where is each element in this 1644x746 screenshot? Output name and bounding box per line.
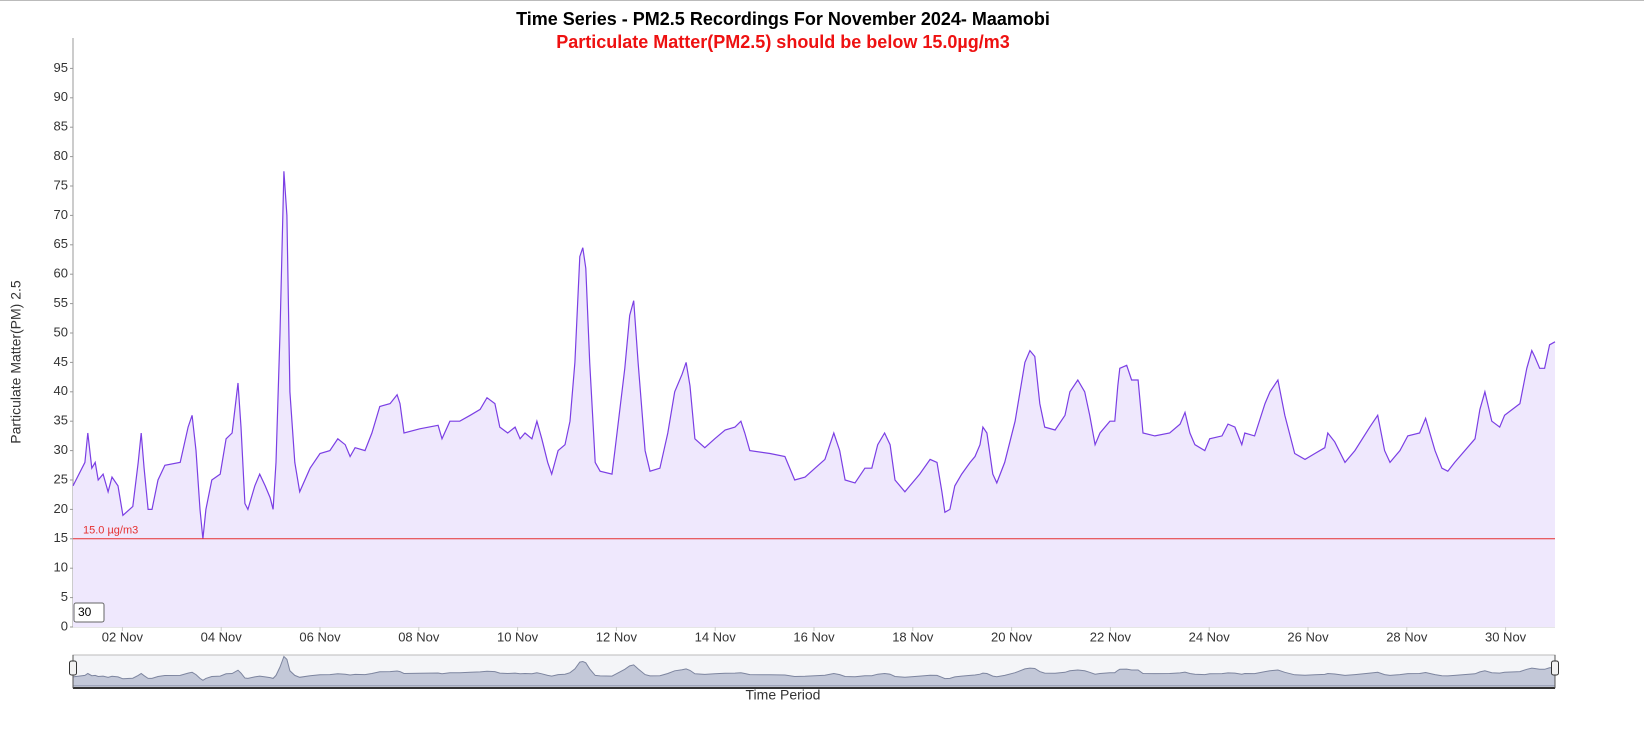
x-tick-label: 14 Nov <box>695 629 737 644</box>
x-tick-label: 12 Nov <box>596 629 638 644</box>
navigator-handle[interactable] <box>1551 660 1559 676</box>
y-tick-label: 15 <box>54 530 68 545</box>
x-tick-label: 10 Nov <box>497 629 539 644</box>
y-tick-label: 80 <box>54 148 68 163</box>
range-input[interactable] <box>73 602 105 623</box>
x-tick-label: 08 Nov <box>398 629 440 644</box>
x-tick-label: 24 Nov <box>1189 629 1231 644</box>
x-tick-label: 18 Nov <box>892 629 934 644</box>
y-tick-label: 5 <box>61 589 68 604</box>
x-tick-label: 30 Nov <box>1485 629 1527 644</box>
x-tick-label: 22 Nov <box>1090 629 1132 644</box>
x-tick-label: 06 Nov <box>299 629 341 644</box>
chart-title: Time Series - PM2.5 Recordings For Novem… <box>516 9 1050 29</box>
x-axis-label: Time Period <box>746 687 821 703</box>
x-tick-label: 20 Nov <box>991 629 1033 644</box>
area-fill <box>73 171 1555 628</box>
y-axis-label: Particulate Matter(PM) 2.5 <box>8 280 24 444</box>
y-tick-label: 60 <box>54 266 68 281</box>
y-tick-label: 70 <box>54 207 68 222</box>
x-tick-label: 26 Nov <box>1287 629 1329 644</box>
x-tick-label: 16 Nov <box>793 629 835 644</box>
y-tick-label: 25 <box>54 471 68 486</box>
y-tick-label: 35 <box>54 413 68 428</box>
navigator-series <box>72 655 1556 687</box>
y-tick-label: 0 <box>61 618 68 633</box>
y-tick-label: 20 <box>54 501 68 516</box>
y-tick-label: 85 <box>54 119 68 134</box>
x-tick-label: 28 Nov <box>1386 629 1428 644</box>
y-tick-label: 75 <box>54 177 68 192</box>
y-tick-label: 50 <box>54 324 68 339</box>
y-tick-label: 45 <box>54 354 68 369</box>
y-tick-label: 40 <box>54 383 68 398</box>
range-input-value: 30 <box>78 605 92 619</box>
y-tick-label: 95 <box>54 60 68 75</box>
x-tick-label: 04 Nov <box>201 629 243 644</box>
threshold-label: 15.0 µg/m3 <box>83 525 138 537</box>
y-tick-label: 55 <box>54 295 68 310</box>
series-line <box>72 171 1556 539</box>
chart-subtitle: Particulate Matter(PM2.5) should be belo… <box>556 32 1009 52</box>
y-tick-label: 10 <box>54 560 68 575</box>
navigator-handle[interactable] <box>69 660 77 676</box>
y-tick-label: 30 <box>54 442 68 457</box>
x-tick-label: 02 Nov <box>102 629 144 644</box>
y-tick-label: 90 <box>54 89 68 104</box>
y-tick-label: 65 <box>54 236 68 251</box>
